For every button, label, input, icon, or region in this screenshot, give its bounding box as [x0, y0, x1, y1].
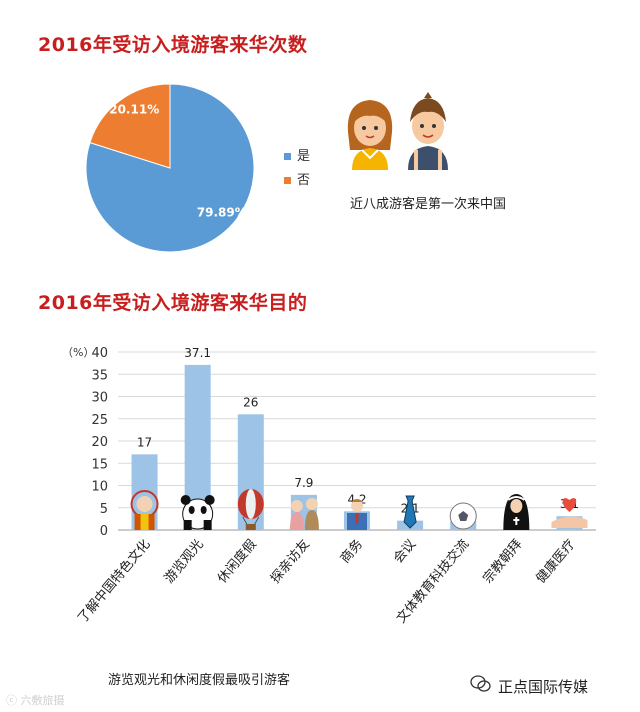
legend-swatch-no [284, 177, 291, 184]
x-tick-label-7: 宗教朝拜 [480, 536, 526, 586]
y-tick-5: 5 [100, 502, 108, 517]
data-label-2: 26 [243, 395, 258, 409]
hot-air-balloon-icon [237, 489, 264, 530]
x-tick-label-5: 会议 [391, 537, 419, 567]
watermark-right: 正点国际传媒 [498, 678, 589, 696]
y-tick-10: 10 [91, 480, 108, 495]
x-tick-label-0: 了解中国特色文化 [75, 536, 154, 626]
watermark-left: ⓒ 六敷旅摄 [6, 694, 65, 707]
legend-label-no: 否 [297, 173, 311, 188]
attraction-note: 游览观光和休闲度假最吸引游客 [108, 673, 291, 688]
pie-chart-title: 2016年受访入境游客来华次数 [38, 34, 308, 56]
y-tick-15: 15 [91, 457, 108, 472]
y-tick-25: 25 [91, 413, 108, 428]
tourists-illustration [347, 92, 448, 170]
bar-chart: （%） 0 5 10 15 20 25 30 35 40 17 了解中国特色文化 37.1 游览观光 26 休… [62, 346, 596, 626]
wechat-icon [470, 675, 491, 692]
y-tick-30: 30 [91, 391, 108, 406]
x-tick-label-2: 休闲度假 [214, 536, 260, 586]
legend-swatch-yes [284, 153, 291, 160]
elderly-couple-icon [289, 498, 319, 530]
girl-icon [347, 100, 393, 170]
soccer-ball-icon [449, 502, 477, 530]
data-label-1: 37.1 [184, 346, 211, 360]
legend-item-no: 否 [284, 169, 310, 188]
y-tick-35: 35 [91, 368, 108, 383]
panda-icon [180, 495, 215, 530]
pie-chart: 79.89% 20.11% [85, 83, 255, 253]
pie-label-1: 20.11% [109, 102, 159, 116]
boy-icon [408, 92, 448, 170]
businessman-icon [347, 499, 367, 530]
x-tick-label-8: 健康医疗 [533, 536, 579, 586]
pie-label-0: 79.89% [197, 206, 247, 220]
nun-icon [503, 494, 530, 530]
first-visit-note: 近八成游客是第一次来中国 [350, 197, 507, 212]
y-axis-label: （%） [62, 346, 94, 359]
pie-slice-1 [89, 83, 171, 169]
x-tick-label-3: 探亲访友 [267, 536, 313, 586]
bar-chart-title: 2016年受访入境游客来华目的 [38, 292, 308, 314]
necktie-icon [403, 495, 417, 529]
y-tick-0: 0 [100, 524, 108, 539]
x-tick-label-4: 商务 [337, 536, 366, 566]
x-tick-label-1: 游览观光 [161, 536, 207, 586]
data-label-0: 17 [137, 435, 152, 449]
y-tick-40: 40 [91, 346, 108, 361]
legend-label-yes: 是 [297, 149, 311, 164]
heart-hand-icon [551, 498, 588, 528]
data-label-3: 7.9 [294, 476, 313, 490]
legend-item-yes: 是 [284, 145, 310, 164]
opera-mask-icon [130, 490, 159, 530]
y-tick-20: 20 [91, 435, 108, 450]
